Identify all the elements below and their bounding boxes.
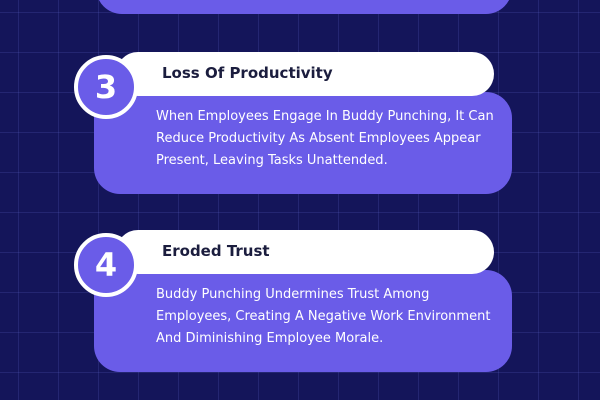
item-title-tab bbox=[116, 52, 494, 96]
item-description: When Employees Engage In Buddy Punching,… bbox=[156, 109, 494, 168]
item-title: Loss Of Productivity bbox=[162, 64, 333, 82]
item-number-badge: 3 bbox=[74, 55, 138, 119]
previous-item-card bbox=[96, 0, 512, 14]
item-title-tab bbox=[116, 230, 494, 274]
item-description-card: When Employees Engage In Buddy Punching,… bbox=[94, 92, 512, 194]
item-title: Eroded Trust bbox=[162, 242, 270, 260]
item-number-badge: 4 bbox=[74, 233, 138, 297]
item-description: Buddy Punching Undermines Trust Among Em… bbox=[156, 287, 491, 346]
item-description-card: Buddy Punching Undermines Trust Among Em… bbox=[94, 270, 512, 372]
